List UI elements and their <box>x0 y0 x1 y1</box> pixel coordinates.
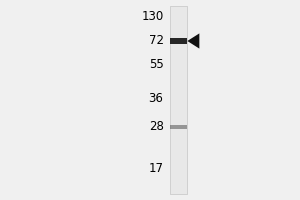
Text: 130: 130 <box>141 9 164 22</box>
Bar <box>170 125 187 129</box>
Bar <box>170 38 187 44</box>
Text: 72: 72 <box>148 34 164 47</box>
Text: 55: 55 <box>149 58 164 71</box>
Text: 36: 36 <box>148 92 164 106</box>
Text: 28: 28 <box>148 120 164 134</box>
Bar <box>170 6 187 194</box>
Polygon shape <box>187 33 199 49</box>
Text: 17: 17 <box>148 162 164 176</box>
